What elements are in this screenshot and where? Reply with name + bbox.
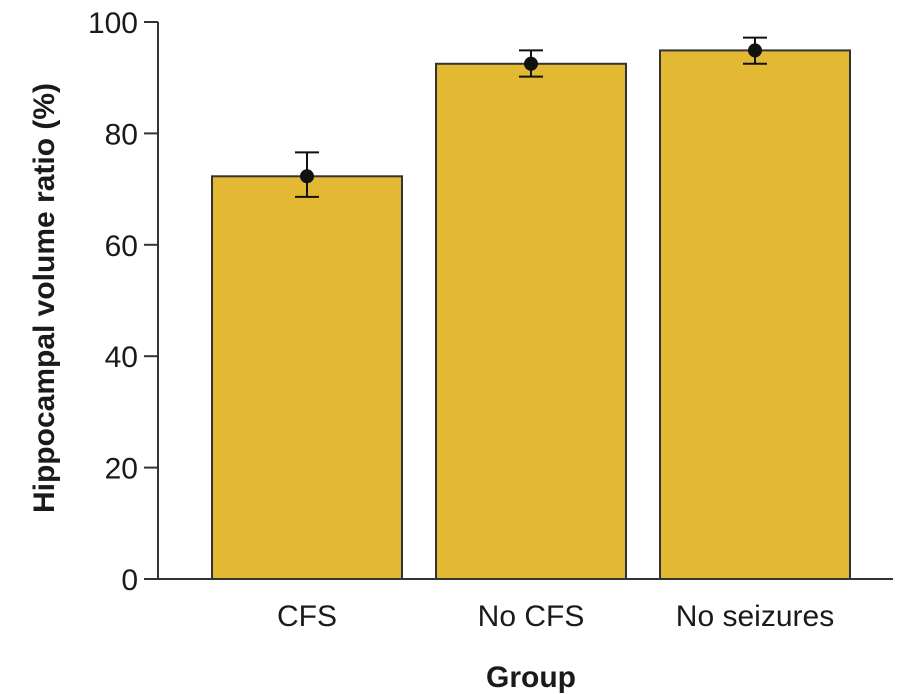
bar-no-seizures (659, 49, 851, 581)
y-tick-label-40: 40 (105, 341, 138, 374)
x-tick-label-no-seizures: No seizures (676, 600, 834, 633)
x-axis-title: Group (486, 661, 576, 694)
bars-layer (211, 49, 851, 581)
x-ticks-layer: CFS No CFS No seizures (277, 600, 834, 633)
bar-cfs (211, 175, 403, 580)
y-ticks-layer: 0 20 40 60 80 100 (88, 7, 158, 597)
x-tick-label-cfs: CFS (277, 600, 337, 633)
mean-point-no-seizures (748, 43, 762, 58)
y-tick-label-60: 60 (105, 230, 138, 263)
y-tick-label-20: 20 (105, 453, 138, 486)
y-tick-label-80: 80 (105, 118, 138, 151)
axes-layer (157, 22, 893, 580)
bar-no-cfs (435, 62, 627, 580)
mean-point-no-cfs (524, 56, 538, 71)
error-bars-layer (295, 36, 767, 198)
x-tick-label-no-cfs: No CFS (478, 600, 585, 633)
mean-point-cfs (300, 169, 314, 184)
y-tick-label-100: 100 (88, 7, 138, 40)
y-axis-title: Hippocampal volume ratio (%) (28, 83, 61, 513)
y-tick-label-0: 0 (121, 564, 138, 597)
